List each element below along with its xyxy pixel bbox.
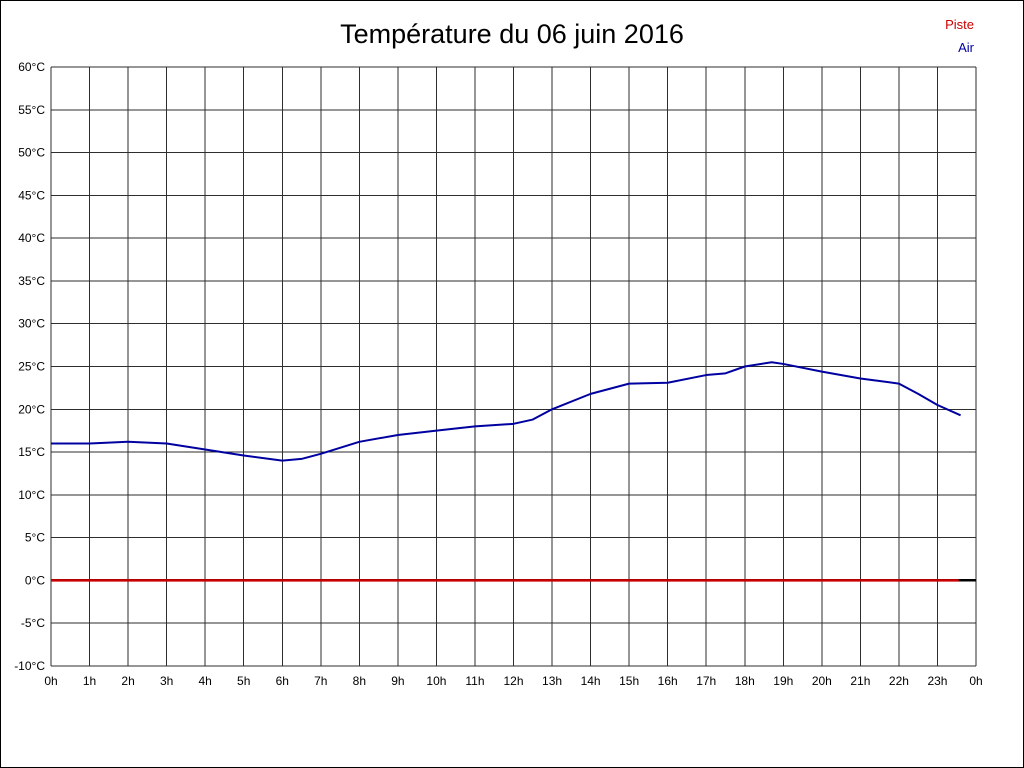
- y-axis-tick-label: 5°C: [25, 531, 45, 545]
- x-axis-tick-label: 23h: [927, 674, 947, 688]
- y-axis-tick-label: 25°C: [18, 360, 45, 374]
- y-axis-tick-label: -10°C: [14, 659, 45, 673]
- x-axis-tick-label: 6h: [276, 674, 289, 688]
- x-axis-tick-label: 13h: [542, 674, 562, 688]
- chart-legend: Piste Air: [945, 13, 974, 59]
- x-axis-tick-label: 18h: [735, 674, 755, 688]
- x-axis-tick-label: 10h: [426, 674, 446, 688]
- legend-air-label: Air: [958, 40, 974, 55]
- y-axis-tick-label: 10°C: [18, 488, 45, 502]
- series-line-air: [51, 361, 961, 462]
- y-axis-tick-label: 35°C: [18, 274, 45, 288]
- x-axis-tick-label: 21h: [850, 674, 870, 688]
- x-axis-tick-label: 22h: [889, 674, 909, 688]
- x-axis-tick-label: 5h: [237, 674, 250, 688]
- y-axis-tick-label: 45°C: [18, 188, 45, 202]
- x-axis-tick-label: 3h: [160, 674, 173, 688]
- y-axis-tick-label: 60°C: [18, 60, 45, 74]
- x-axis-tick-label: 4h: [198, 674, 211, 688]
- x-axis-tick-label: 16h: [658, 674, 678, 688]
- x-axis-tick-label: 11h: [465, 674, 484, 688]
- x-axis-tick-label: 20h: [812, 674, 832, 688]
- x-axis-tick-label: 19h: [773, 674, 793, 688]
- y-axis-tick-label: 50°C: [18, 146, 45, 160]
- x-axis-tick-label: 2h: [121, 674, 134, 688]
- x-axis-tick-label: 14h: [581, 674, 601, 688]
- x-axis-tick-label: 0h: [969, 674, 982, 688]
- chart-title: Température du 06 juin 2016: [340, 19, 684, 49]
- y-axis-tick-label: 0°C: [25, 573, 45, 587]
- y-axis-tick-label: 30°C: [18, 317, 45, 331]
- y-axis-tick-label: 20°C: [18, 402, 45, 416]
- x-axis-tick-label: 15h: [619, 674, 639, 688]
- y-axis-tick-label: 55°C: [18, 103, 45, 117]
- y-axis-tick-label: 40°C: [18, 231, 45, 245]
- x-axis-tick-label: 8h: [353, 674, 366, 688]
- x-axis-tick-label: 12h: [503, 674, 523, 688]
- x-axis-tick-label: 1h: [83, 674, 96, 688]
- x-axis-tick-label: 17h: [696, 674, 716, 688]
- x-axis-tick-label: 9h: [391, 674, 404, 688]
- legend-piste-label: Piste: [945, 17, 974, 32]
- x-axis-tick-label: 0h: [44, 674, 57, 688]
- y-axis-tick-label: 15°C: [18, 445, 45, 459]
- y-axis-tick-label: -5°C: [21, 616, 45, 630]
- x-axis-tick-label: 7h: [314, 674, 327, 688]
